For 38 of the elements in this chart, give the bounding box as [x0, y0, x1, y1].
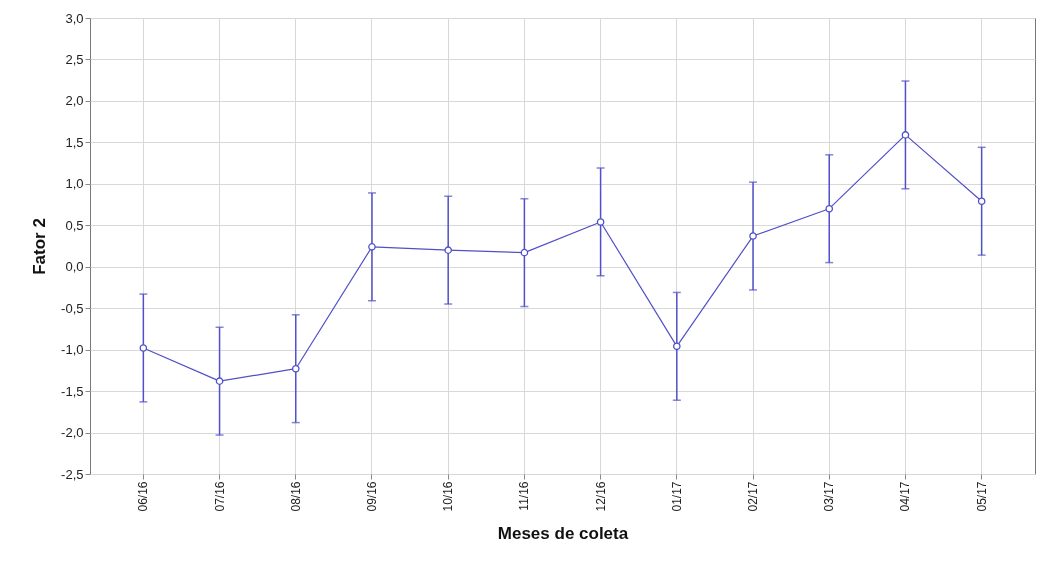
point — [444, 246, 452, 254]
x-tick-label: 05/17 — [974, 481, 989, 512]
x-tick-label: 07/16 — [212, 481, 227, 512]
y-tick-label: 3,0 — [65, 10, 84, 26]
point — [139, 344, 148, 352]
point — [291, 364, 300, 373]
point — [749, 232, 757, 240]
y-tick-label: -1,0 — [61, 342, 84, 358]
point — [825, 204, 834, 213]
y-tick-label: 2,5 — [65, 51, 84, 67]
point — [901, 131, 910, 139]
point — [977, 197, 986, 206]
x-tick-label: 02/17 — [746, 481, 761, 512]
x-axis-title: Meses de coleta — [497, 523, 629, 543]
y-tick-label: -0,5 — [61, 300, 84, 316]
y-tick-label: 1,0 — [65, 176, 84, 192]
y-tick-label: 0,5 — [65, 217, 84, 233]
x-tick-label: 03/17 — [822, 481, 837, 512]
point — [368, 243, 376, 251]
x-tick-label: 04/17 — [898, 481, 913, 512]
x-tick-label: 12/16 — [593, 481, 608, 512]
point — [596, 218, 605, 226]
y-tick-label: 1,5 — [65, 134, 84, 150]
y-tick-label: -2,0 — [61, 425, 84, 441]
x-tick-label: 06/16 — [136, 481, 151, 512]
x-tick-label: 08/16 — [288, 481, 303, 512]
y-tick-label: 0,0 — [65, 259, 84, 275]
x-tick-label: 10/16 — [441, 481, 456, 512]
y-tick-label: -2,5 — [61, 466, 84, 482]
y-tick-label: 2,0 — [65, 93, 84, 109]
x-tick-label: 09/16 — [364, 481, 379, 512]
x-tick-label: 01/17 — [669, 481, 684, 512]
point — [673, 342, 681, 351]
y-axis-title: Fator 2 — [30, 218, 50, 275]
x-tick-label: 11/16 — [517, 481, 532, 511]
point — [520, 248, 529, 257]
y-tick-label: -1,5 — [61, 383, 84, 399]
point — [215, 377, 224, 385]
